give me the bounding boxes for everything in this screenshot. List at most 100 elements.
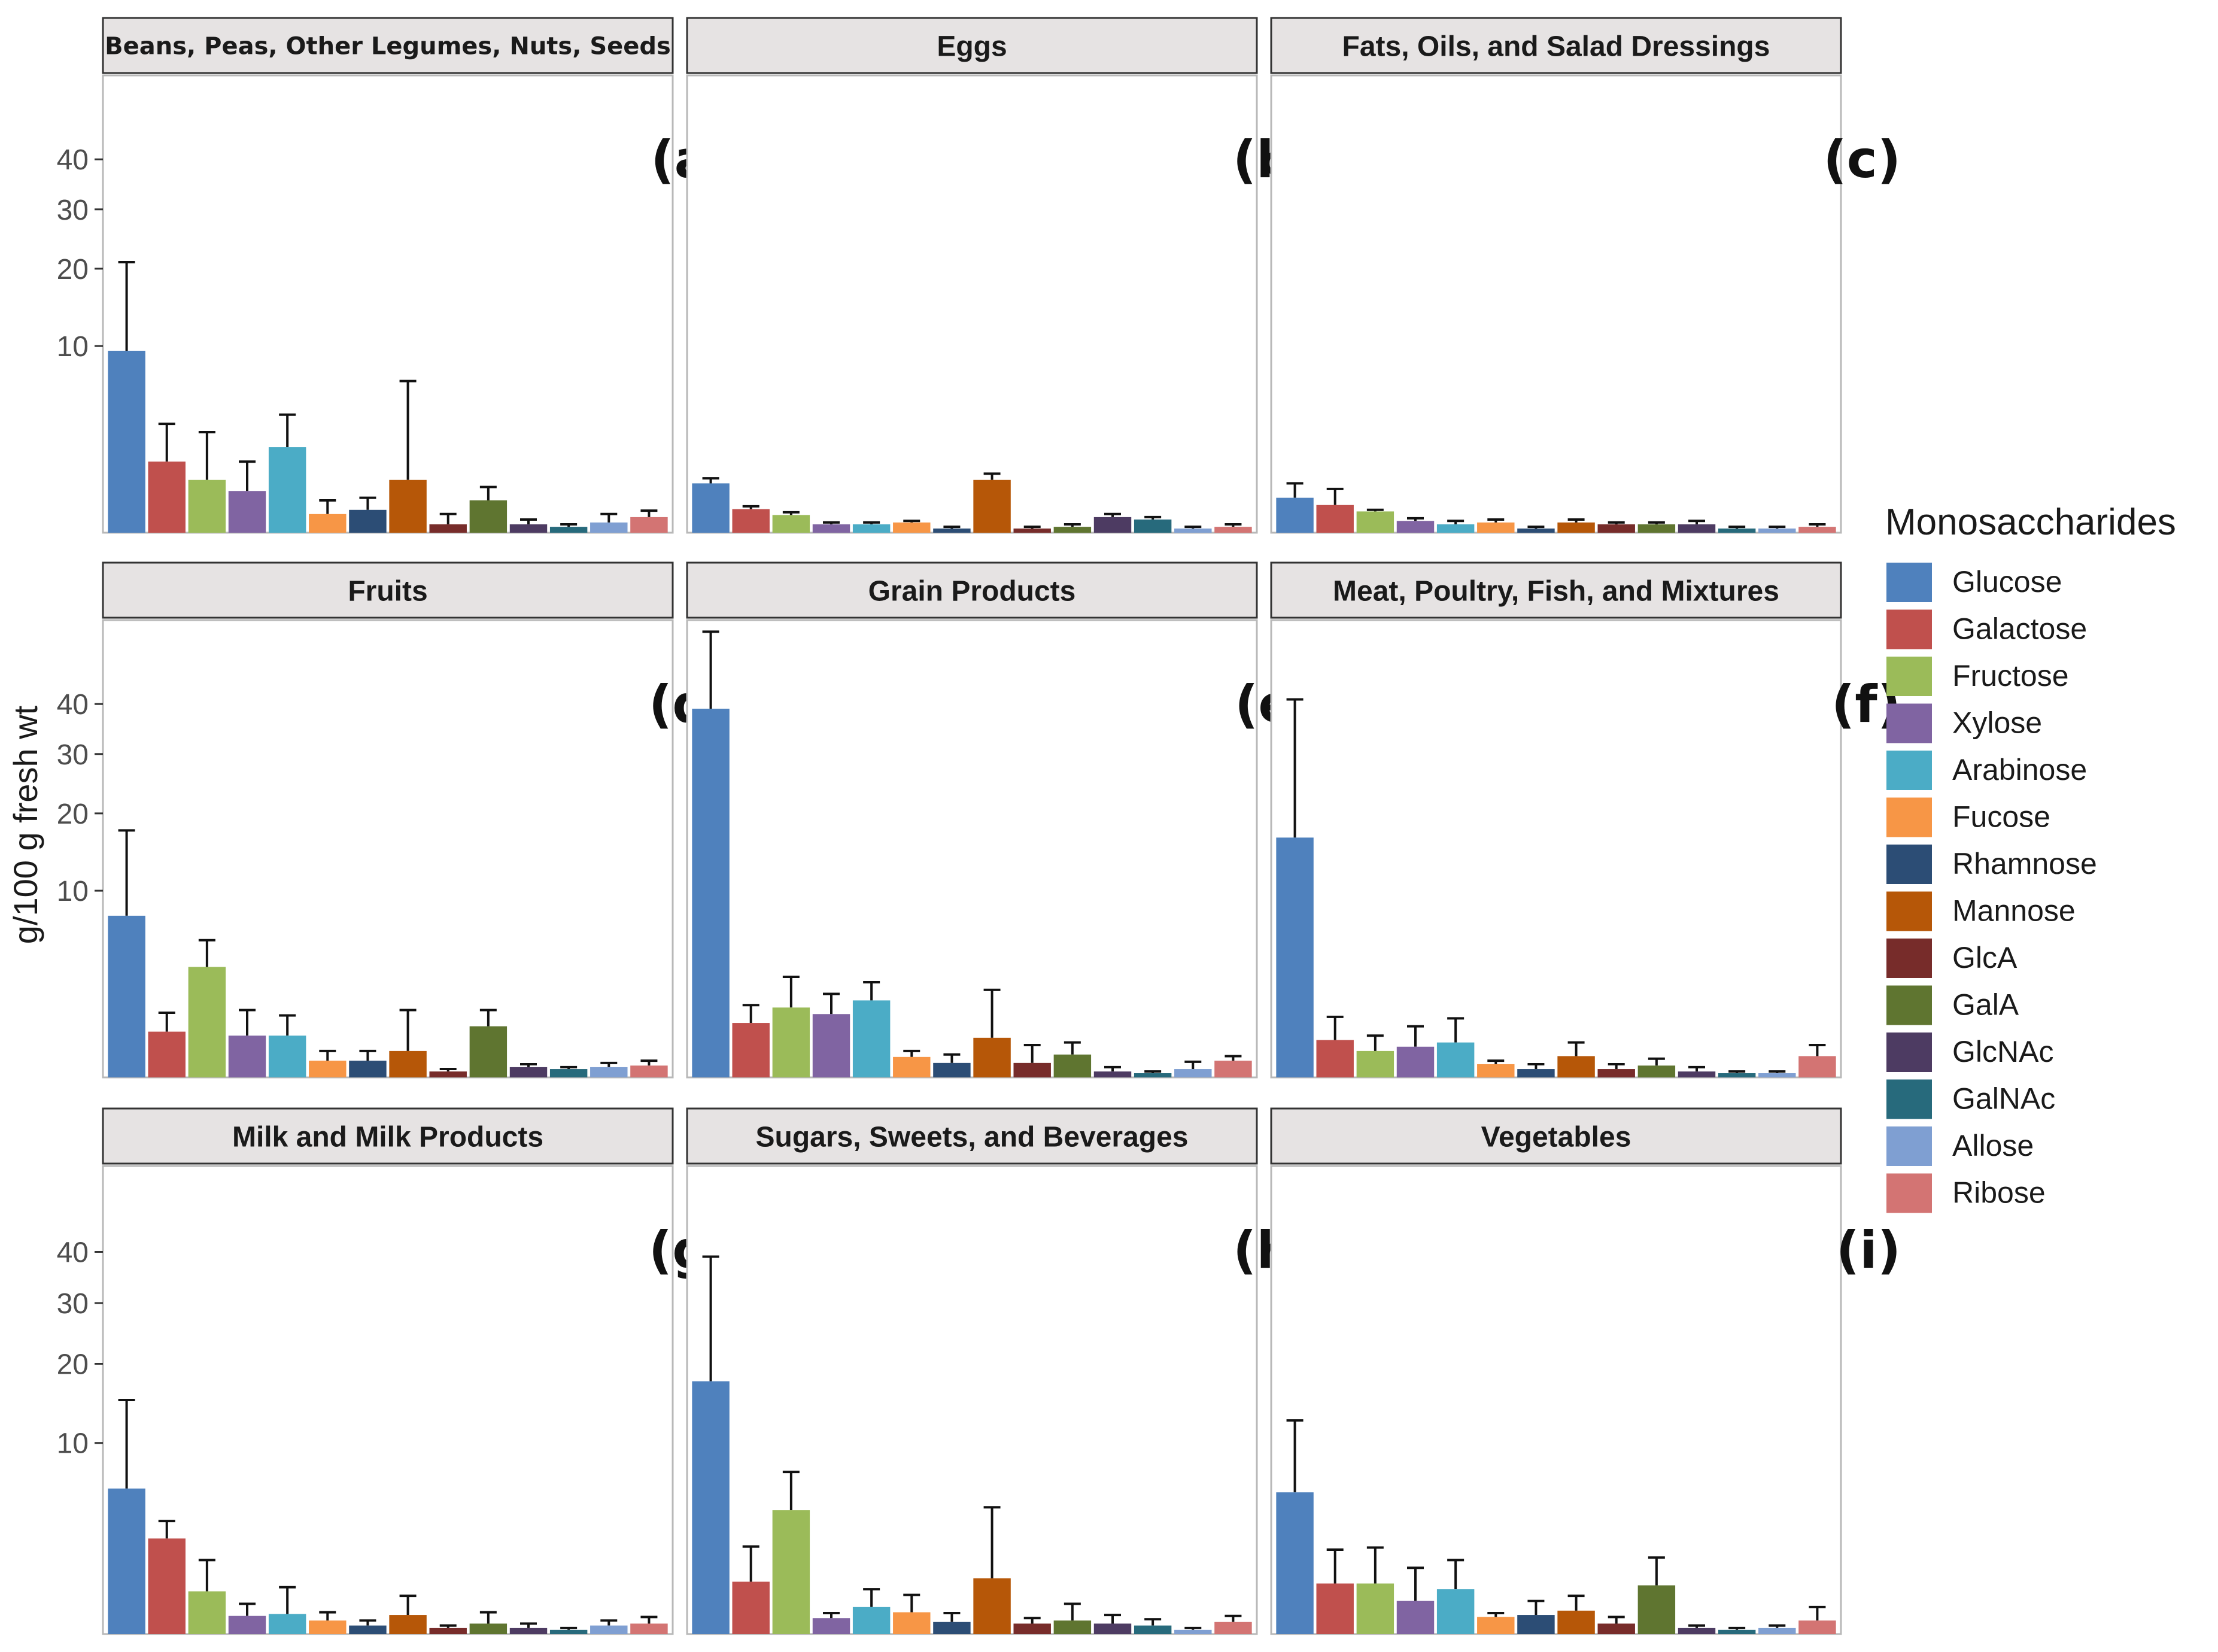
facet-strip — [686, 17, 1258, 74]
bar-fructose — [1356, 1583, 1394, 1634]
facet-strip-label: Meat, Poultry, Fish, and Mixtures — [1333, 575, 1779, 607]
bar-fructose — [772, 515, 810, 533]
legend: Monosaccharides Glucose Galactose Fructose… — [1885, 502, 2176, 1213]
legend-label: Rhamnose — [1952, 847, 2097, 880]
panel-border — [102, 1165, 674, 1635]
facet-strip — [686, 1107, 1258, 1165]
bar-xylose — [812, 524, 850, 533]
bar-fucose — [1477, 1064, 1515, 1077]
bar-arabinose — [1436, 524, 1475, 533]
bar-arabinose — [268, 447, 306, 533]
bar-ribose — [1214, 527, 1252, 533]
legend-swatch — [1886, 1032, 1932, 1072]
panel-border — [1270, 1165, 1842, 1635]
bar-allose — [1758, 1627, 1796, 1634]
bar-mannose — [1557, 1610, 1595, 1634]
facet-strip — [1270, 1107, 1842, 1165]
bar-galactose — [148, 1538, 186, 1634]
y-tick-label: 30 — [57, 739, 89, 771]
legend-item-allose: Allose — [1886, 1126, 2034, 1166]
bar-galactose — [1316, 505, 1354, 533]
bar-xylose — [228, 1035, 266, 1077]
legend-label: GalA — [1952, 988, 2019, 1022]
bar-xylose — [1396, 1046, 1435, 1077]
panel-border — [1270, 74, 1842, 534]
legend-item-xylose: Xylose — [1886, 703, 2042, 743]
y-tick-label: 40 — [57, 689, 89, 721]
facet-strip-label: Beans, Peas, Other Legumes, Nuts, Seeds — [105, 32, 671, 60]
bar-glca — [1597, 524, 1635, 533]
y-tick-label: 10 — [57, 331, 89, 363]
bar-allose — [1758, 1073, 1796, 1077]
legend-swatch — [1886, 657, 1932, 696]
bar-glucose — [108, 350, 145, 533]
bar-arabinose — [268, 1035, 306, 1077]
facet-strip-label: Grain Products — [868, 575, 1076, 607]
bar-allose — [1174, 529, 1212, 533]
bar-arabinose — [1436, 1589, 1475, 1634]
bar-rhamnose — [349, 1625, 387, 1634]
bar-rhamnose — [1517, 1069, 1555, 1077]
bar-ribose — [1214, 1061, 1252, 1077]
bar-gala — [469, 1623, 508, 1634]
facet-strip-label: Fruits — [348, 575, 427, 607]
bar-glca — [1013, 1062, 1051, 1077]
bar-allose — [590, 1625, 628, 1634]
bar-glucose — [108, 1488, 145, 1634]
bar-xylose — [228, 1615, 266, 1634]
bar-galactose — [732, 509, 770, 533]
bar-fucose — [309, 1620, 347, 1634]
bar-glcnac — [1678, 1627, 1716, 1634]
bar-mannose — [1557, 1056, 1595, 1077]
bar-glcnac — [1678, 524, 1716, 533]
legend-item-fucose: Fucose — [1886, 797, 2050, 837]
legend-item-glucose: Glucose — [1886, 563, 2062, 602]
bar-fucose — [1477, 1617, 1515, 1634]
legend-swatch — [1886, 797, 1932, 837]
legend-item-fructose: Fructose — [1886, 657, 2069, 696]
bar-fucose — [309, 1061, 347, 1077]
bar-ribose — [630, 1623, 668, 1634]
legend-label: Galactose — [1952, 612, 2087, 646]
bar-gala — [1053, 527, 1092, 533]
bar-rhamnose — [1517, 1615, 1555, 1634]
bar-fucose — [1477, 522, 1515, 533]
facet-strip — [1270, 17, 1842, 74]
panel-tag: (i) — [1836, 1220, 1901, 1280]
bar-glcnac — [509, 524, 548, 533]
legend-label: Fucose — [1952, 800, 2050, 834]
bar-galactose — [148, 1031, 186, 1077]
bar-allose — [1174, 1069, 1212, 1077]
legend-swatch — [1886, 1079, 1932, 1119]
legend-item-arabinose: Arabinose — [1886, 751, 2087, 790]
facet-strip — [1270, 561, 1842, 619]
legend-swatch — [1886, 563, 1932, 602]
bar-galnac — [1718, 529, 1756, 533]
panel-border — [686, 74, 1258, 534]
legend-swatch — [1886, 985, 1932, 1025]
panel-2: Eggs(b) — [686, 17, 1317, 534]
bar-rhamnose — [933, 1062, 971, 1077]
bar-glca — [429, 524, 467, 533]
bar-galnac — [549, 1629, 588, 1634]
panel-3: Fats, Oils, and Salad Dressings (c) — [1270, 17, 1901, 534]
bar-glucose — [692, 709, 730, 1077]
bar-xylose — [812, 1014, 850, 1077]
panel-border — [1270, 619, 1842, 1079]
legend-label: GlcNAc — [1952, 1035, 2053, 1068]
bar-arabinose — [852, 524, 891, 533]
legend-swatch — [1886, 891, 1932, 931]
bar-rhamnose — [933, 529, 971, 533]
bar-galnac — [1718, 1073, 1756, 1077]
bar-rhamnose — [349, 1061, 387, 1077]
bar-mannose — [973, 1037, 1011, 1077]
bar-galnac — [1134, 1625, 1172, 1634]
legend-item-glcnac: GlcNAc — [1886, 1032, 2053, 1072]
facet-strip-label: Fats, Oils, and Salad Dressings — [1342, 31, 1770, 62]
bar-fructose — [1356, 1050, 1394, 1077]
facet-strip — [102, 1107, 674, 1165]
legend-title: Monosaccharides — [1885, 502, 2176, 543]
bar-arabinose — [852, 1607, 891, 1634]
